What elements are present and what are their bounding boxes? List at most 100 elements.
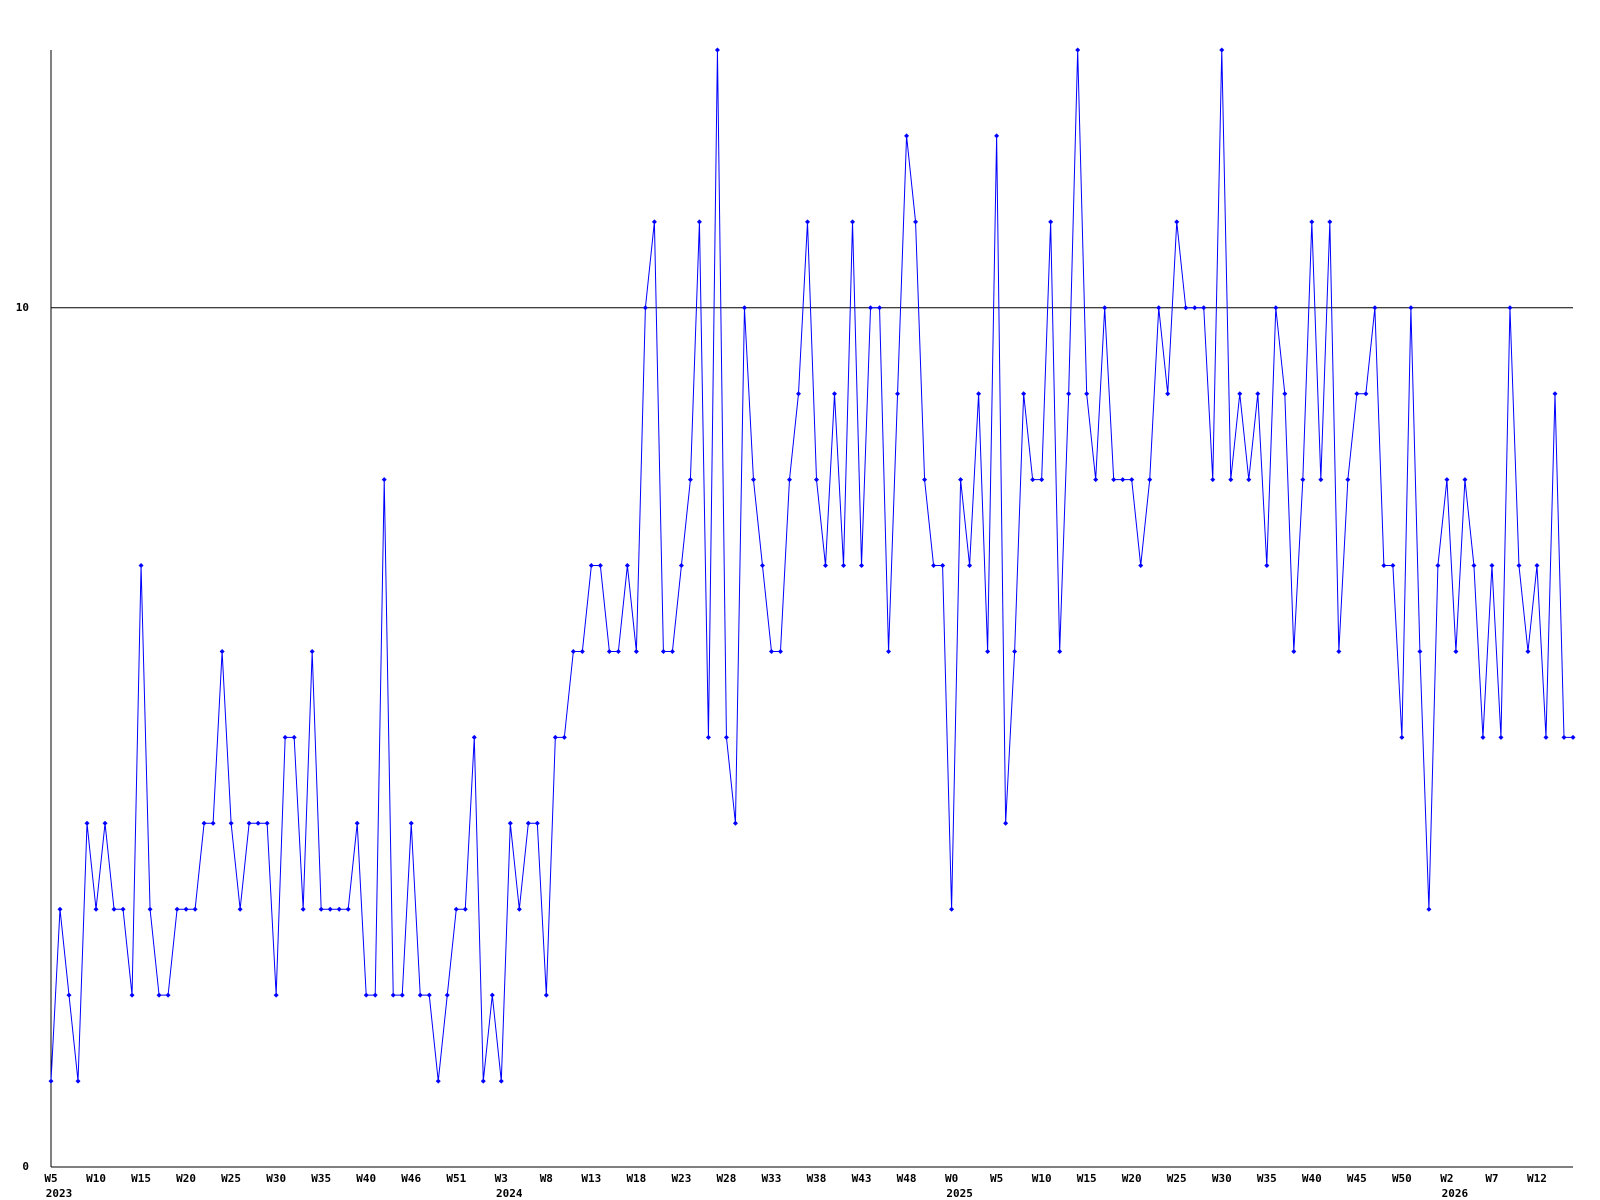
data-point — [327, 906, 333, 912]
y-tick-label: 10 — [16, 301, 29, 314]
data-point — [606, 648, 612, 654]
x-tick-label: W15 — [131, 1172, 151, 1185]
data-point — [1516, 563, 1522, 569]
data-point — [363, 992, 369, 998]
data-point — [471, 734, 477, 740]
data-point — [1075, 47, 1081, 53]
data-point — [1534, 563, 1540, 569]
data-point — [1102, 305, 1108, 311]
data-point — [624, 563, 630, 569]
data-point — [93, 906, 99, 912]
data-point — [372, 992, 378, 998]
x-tick-label: W43 — [852, 1172, 872, 1185]
data-point — [48, 1078, 54, 1084]
data-point — [1057, 648, 1063, 654]
x-tick-label: W13 — [581, 1172, 601, 1185]
x-tick-label: W0 — [945, 1172, 958, 1185]
data-point — [714, 47, 720, 53]
data-point — [1192, 305, 1198, 311]
data-point — [904, 133, 910, 139]
data-point — [1570, 734, 1576, 740]
data-point — [498, 1078, 504, 1084]
data-point — [1354, 391, 1360, 397]
data-point — [1147, 477, 1153, 483]
data-point — [678, 563, 684, 569]
data-point — [435, 1078, 441, 1084]
data-point — [1255, 391, 1261, 397]
x-tick-label: W40 — [1302, 1172, 1322, 1185]
data-point — [318, 906, 324, 912]
data-point — [642, 305, 648, 311]
data-point — [859, 563, 865, 569]
x-tick-label: W25 — [1167, 1172, 1187, 1185]
data-point — [1426, 906, 1432, 912]
data-point — [967, 563, 973, 569]
data-point — [723, 734, 729, 740]
data-point — [705, 734, 711, 740]
data-point — [841, 563, 847, 569]
data-point — [354, 820, 360, 826]
data-point — [1336, 648, 1342, 654]
data-point — [1228, 477, 1234, 483]
data-point — [814, 477, 820, 483]
data-point — [985, 648, 991, 654]
data-point — [949, 906, 955, 912]
data-point — [994, 133, 1000, 139]
data-point — [1129, 477, 1135, 483]
data-point — [1201, 305, 1207, 311]
data-point — [1093, 477, 1099, 483]
data-point — [444, 992, 450, 998]
x-tick-label: W50 — [1392, 1172, 1412, 1185]
data-point — [381, 477, 387, 483]
data-point — [759, 563, 765, 569]
x-tick-label: W10 — [1032, 1172, 1052, 1185]
x-tick-label: W48 — [897, 1172, 917, 1185]
x-tick-label: W23 — [671, 1172, 691, 1185]
data-point — [750, 477, 756, 483]
data-point — [931, 563, 937, 569]
data-point — [417, 992, 423, 998]
data-point — [1237, 391, 1243, 397]
data-point — [1120, 477, 1126, 483]
data-point — [273, 992, 279, 998]
data-point — [823, 563, 829, 569]
data-point — [1480, 734, 1486, 740]
data-point — [1021, 391, 1027, 397]
x-tick-label: W38 — [807, 1172, 827, 1185]
data-point — [696, 219, 702, 225]
data-point — [1039, 477, 1045, 483]
data-point — [877, 305, 883, 311]
data-point — [462, 906, 468, 912]
data-point — [922, 477, 928, 483]
data-point — [768, 648, 774, 654]
data-point — [633, 648, 639, 654]
data-point — [453, 906, 459, 912]
data-point — [165, 992, 171, 998]
data-point — [615, 648, 621, 654]
data-point — [1291, 648, 1297, 654]
data-point — [1300, 477, 1306, 483]
data-point — [777, 648, 783, 654]
data-point — [1210, 477, 1216, 483]
x-tick-label: W30 — [266, 1172, 286, 1185]
x-tick-label: W40 — [356, 1172, 376, 1185]
x-tick-label: W10 — [86, 1172, 106, 1185]
data-point — [1165, 391, 1171, 397]
data-point — [426, 992, 432, 998]
data-point — [1246, 477, 1252, 483]
data-point — [1435, 563, 1441, 569]
x-tick-label: W18 — [626, 1172, 646, 1185]
data-point — [1444, 477, 1450, 483]
data-point — [516, 906, 522, 912]
year-label: 2024 — [496, 1187, 523, 1200]
x-tick-label: W20 — [1122, 1172, 1142, 1185]
data-point — [399, 992, 405, 998]
data-point — [255, 820, 261, 826]
data-point — [651, 219, 657, 225]
data-point — [66, 992, 72, 998]
data-point — [741, 305, 747, 311]
data-point — [1390, 563, 1396, 569]
data-point — [804, 219, 810, 225]
